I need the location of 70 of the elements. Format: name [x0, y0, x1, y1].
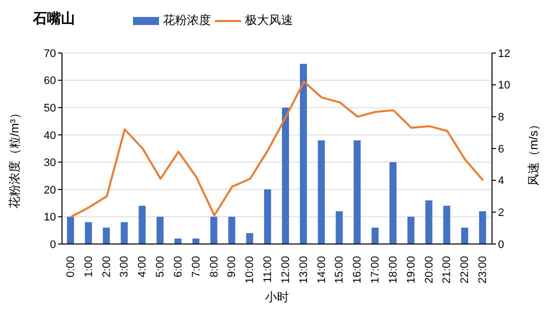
- bar: [192, 238, 200, 244]
- chart-title: 石嘴山: [33, 10, 75, 28]
- bar: [282, 108, 289, 244]
- y2-tick-label: 12: [498, 48, 510, 60]
- x-tick-label: 5:00: [154, 256, 167, 278]
- y-tick-label: 60: [44, 75, 56, 88]
- bar: [210, 216, 218, 244]
- y2-tick-label: 8: [498, 112, 504, 124]
- x-tick-label: 15:00: [334, 256, 346, 284]
- x-tick-label: 20:00: [423, 256, 436, 284]
- x-tick-label: 6:00: [172, 256, 184, 278]
- legend-label: 极大风速: [245, 12, 293, 29]
- x-tick-label: 2:00: [100, 256, 113, 278]
- y-tick-label: 50: [44, 102, 56, 114]
- line-series: [70, 80, 484, 218]
- y2-axis-title: 风速（m/s）: [526, 118, 540, 186]
- x-tick-label: 1:00: [82, 256, 95, 278]
- y-axis-title: 花粉浓度（粒/m³）: [7, 107, 22, 208]
- bar: [354, 140, 361, 244]
- bar: [390, 162, 396, 244]
- x-tick-label: 7:00: [190, 256, 202, 278]
- y2-tick-label: 6: [498, 143, 504, 156]
- y2-tick-label: 2: [498, 207, 504, 220]
- bar: [84, 222, 92, 244]
- x-axis-title: 小时: [265, 290, 289, 304]
- bar: [336, 211, 343, 244]
- x-tick-label: 10:00: [244, 256, 256, 284]
- x-tick-label: 18:00: [387, 256, 400, 284]
- x-tick-label: 21:00: [441, 256, 454, 284]
- x-tick-label: 19:00: [405, 256, 418, 284]
- x-tick-label: 13:00: [298, 256, 310, 284]
- x-tick-label: 17:00: [370, 256, 382, 284]
- x-tick-label: 3:00: [118, 256, 131, 278]
- x-tick-label: 12:00: [280, 256, 292, 284]
- legend-label: 花粉浓度: [163, 12, 211, 29]
- x-tick-label: 16:00: [352, 256, 364, 284]
- x-tick-label: 22:00: [459, 256, 472, 284]
- bar: [174, 238, 182, 244]
- bar: [425, 200, 432, 244]
- bar: [102, 228, 110, 244]
- bar: [67, 216, 74, 244]
- y2-tick-label: 4: [498, 175, 504, 188]
- bar: [443, 206, 450, 244]
- y2-tick-label: 10: [498, 80, 510, 92]
- bar: [264, 189, 272, 244]
- bar: [246, 233, 254, 244]
- x-tick-label: 23:00: [477, 256, 490, 284]
- y-tick-label: 20: [44, 184, 56, 196]
- x-tick-label: 11:00: [262, 256, 274, 283]
- bar: [318, 140, 325, 244]
- bar: [479, 211, 486, 244]
- y2-tick-label: 0: [498, 238, 504, 251]
- y-tick-label: 70: [44, 48, 56, 60]
- bar: [156, 216, 164, 244]
- x-tick-label: 4:00: [136, 256, 149, 278]
- x-tick-label: 0:00: [64, 256, 77, 278]
- bar: [461, 228, 468, 244]
- x-tick-label: 9:00: [226, 256, 238, 278]
- bar: [120, 222, 128, 244]
- y-tick-label: 40: [44, 130, 56, 142]
- bar: [372, 228, 379, 244]
- y-tick-label: 0: [50, 238, 56, 251]
- bar: [228, 216, 236, 244]
- y-tick-label: 10: [44, 212, 56, 224]
- bar: [300, 64, 307, 244]
- x-tick-label: 14:00: [316, 256, 328, 284]
- y-tick-label: 30: [44, 157, 56, 170]
- bar: [407, 216, 414, 244]
- bar: [138, 206, 146, 244]
- x-tick-label: 8:00: [208, 256, 220, 278]
